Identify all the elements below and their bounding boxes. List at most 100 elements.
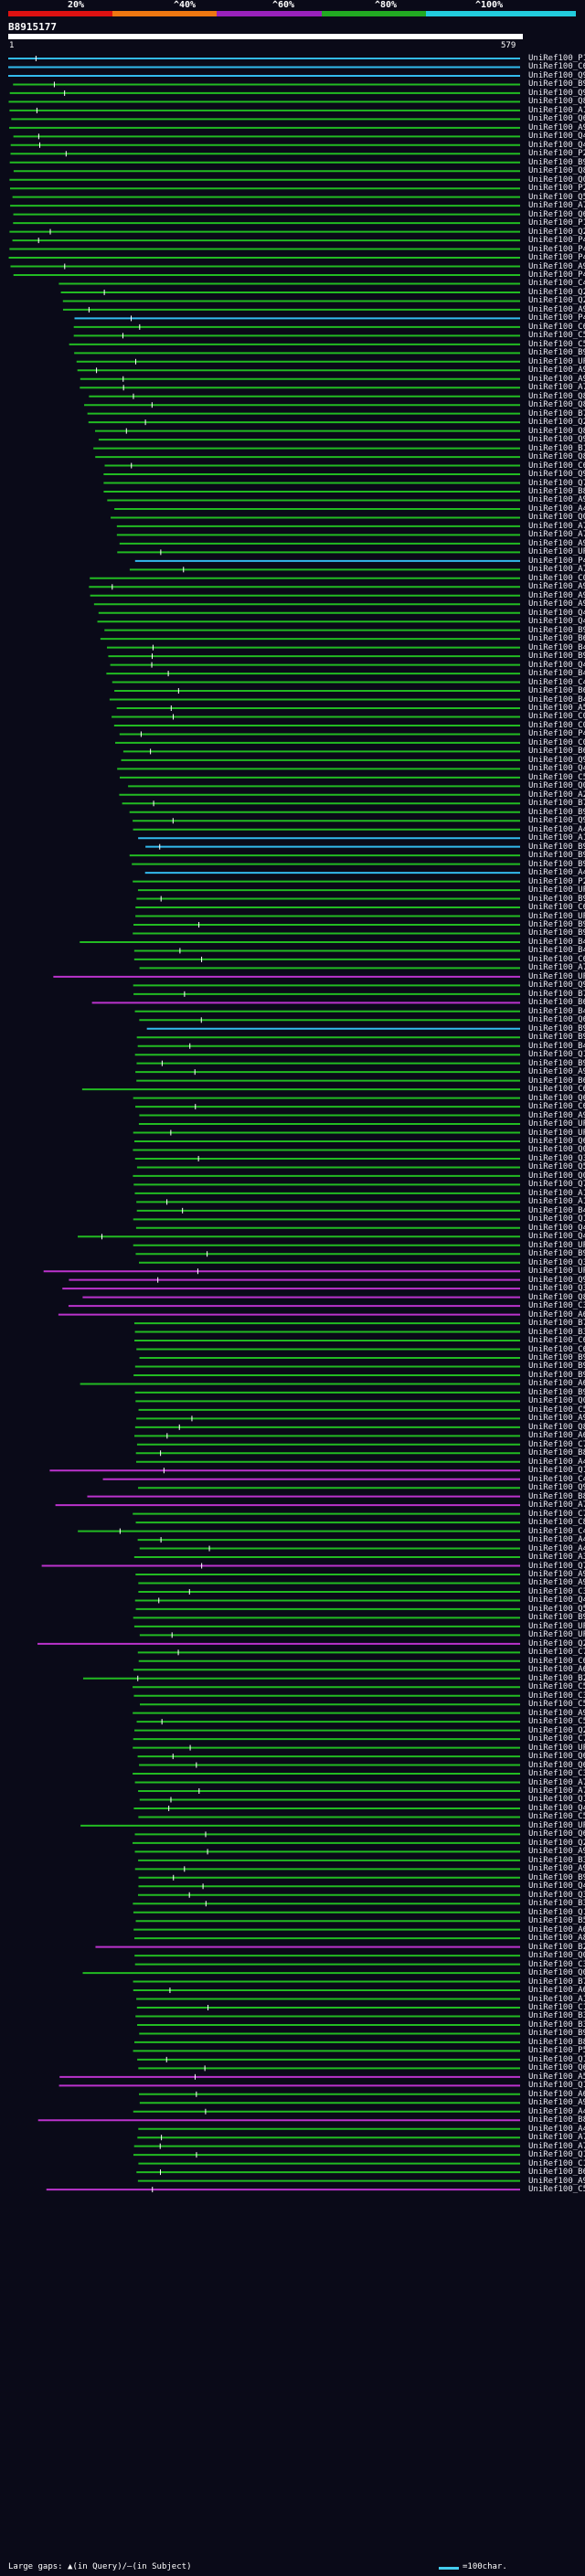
hit-label[interactable]: UniRef100_P46512 — [528, 244, 585, 254]
hit-label[interactable]: UniRef100_Q0C6P3 — [528, 1145, 585, 1155]
hit-label[interactable]: UniRef100_A7IEG7 — [528, 1500, 585, 1511]
hit-label[interactable]: UniRef100_Q0Z272 — [528, 175, 585, 185]
hit-label[interactable]: UniRef100_A9SVR7 — [528, 1570, 585, 1579]
hit-label[interactable]: UniRef100_B9L8G8 — [528, 1249, 585, 1259]
hit-label[interactable]: UniRef100_B8CQC3 — [528, 1491, 585, 1501]
hit-label[interactable]: UniRef100_A9VQU5 — [528, 1864, 585, 1874]
hit-label[interactable]: UniRef100_Q9C5T4 — [528, 755, 585, 765]
hit-label[interactable]: UniRef100_A6VLA8 — [528, 1665, 585, 1675]
hit-label[interactable]: UniRef100_Q04QM9 — [528, 1396, 585, 1406]
hit-label[interactable]: UniRef100_A7PCZ9 — [528, 565, 585, 575]
hit-label[interactable]: UniRef100_P46513 — [528, 556, 585, 566]
hit-label[interactable]: UniRef100_Q0KQV2 — [528, 1968, 585, 1978]
hit-label[interactable]: UniRef100_C6TJ46 — [528, 461, 585, 471]
hit-label[interactable]: UniRef100_B9HUN0 — [528, 894, 585, 904]
hit-label[interactable]: UniRef100_A9NNY0 — [528, 495, 585, 505]
hit-label[interactable]: UniRef100_UP1000… — [528, 1240, 585, 1250]
hit-label[interactable]: UniRef100_Q6W8I2 — [528, 1015, 585, 1025]
hit-label[interactable]: UniRef100_B9IER6 — [528, 625, 585, 635]
hit-label[interactable]: UniRef100_Q9XQB0 — [528, 70, 585, 80]
hit-label[interactable]: UniRef100_B9OHL2 — [528, 1387, 585, 1397]
hit-label[interactable]: UniRef100_C0P626 — [528, 720, 585, 730]
hit-label[interactable]: UniRef100_A4VS31 — [528, 1457, 585, 1467]
hit-label[interactable]: UniRef100_C4WSH3 — [528, 1526, 585, 1536]
hit-label[interactable]: UniRef100_C4J5Y5 — [528, 677, 585, 687]
hit-label[interactable]: UniRef100_Q1ZQZ7 — [528, 1214, 585, 1224]
hit-label[interactable]: UniRef100_Q6C1V8 — [528, 1093, 585, 1103]
hit-label[interactable]: UniRef100_A4D1D8 — [528, 1535, 585, 1545]
hit-label[interactable]: UniRef100_A6TPP6 — [528, 1986, 585, 1996]
hit-label[interactable]: UniRef100_B2S702 — [528, 1673, 585, 1683]
hit-label[interactable]: UniRef100_A2WT25 — [528, 790, 585, 800]
hit-label[interactable]: UniRef100_B9UV33 — [528, 1613, 585, 1623]
hit-label[interactable]: UniRef100_A1B0P3 — [528, 833, 585, 843]
hit-label[interactable]: UniRef100_A9FN63 — [528, 1708, 585, 1718]
hit-label[interactable]: UniRef100_Q7ZB61 — [528, 1180, 585, 1190]
hit-label[interactable]: UniRef100_C3NHR1 — [528, 1769, 585, 1779]
hit-label[interactable]: UniRef100_A7P394 — [528, 201, 585, 211]
hit-label[interactable]: UniRef100_A4J2E6 — [528, 2124, 585, 2134]
hit-label[interactable]: UniRef100_Q0QS53 — [528, 1171, 585, 1181]
hit-label[interactable]: UniRef100_B4FSZ9 — [528, 946, 585, 956]
hit-label[interactable]: UniRef100_Q8L5C8 — [528, 97, 585, 107]
hit-label[interactable]: UniRef100_UP1000… — [528, 356, 585, 366]
hit-label[interactable]: UniRef100_A4YMC2 — [528, 2106, 585, 2116]
hit-label[interactable]: UniRef100_UP1000… — [528, 547, 585, 557]
hit-label[interactable]: UniRef100_Q3DXX0 — [528, 1284, 585, 1294]
hit-label[interactable]: UniRef100_B8HCB4 — [528, 2037, 585, 2047]
hit-label[interactable]: UniRef100_Q4P7M5 — [528, 1223, 585, 1233]
hit-label[interactable]: UniRef100_B8LNL1 — [528, 487, 585, 496]
hit-label[interactable]: UniRef100_C7A388 — [528, 1648, 585, 1658]
hit-label[interactable]: UniRef100_B4G262 — [528, 694, 585, 705]
hit-label[interactable]: UniRef100_A6U3N7 — [528, 1309, 585, 1320]
hit-label[interactable]: UniRef100_A9P0C5 — [528, 590, 585, 600]
hit-label[interactable]: UniRef100_B9SHW8 — [528, 348, 585, 358]
hit-label[interactable]: UniRef100_B9RJW4 — [528, 1872, 585, 1882]
hit-label[interactable]: UniRef100_Q6W9A8 — [528, 1752, 585, 1762]
hit-label[interactable]: UniRef100_A9DN48 — [528, 1067, 585, 1077]
hit-label[interactable]: UniRef100_Q63F10 — [528, 2063, 585, 2073]
hit-label[interactable]: UniRef100_UP1000… — [528, 1743, 585, 1753]
hit-label[interactable]: UniRef100_P27140 — [528, 184, 585, 194]
hit-label[interactable]: UniRef100_C0PMK9 — [528, 573, 585, 583]
hit-label[interactable]: UniRef100_Q41089 — [528, 132, 585, 142]
hit-label[interactable]: UniRef100_B9HE53 — [528, 851, 585, 861]
hit-label[interactable]: UniRef100_Q4RQK0 — [528, 1803, 585, 1813]
hit-label[interactable]: UniRef100_P27141 — [528, 149, 585, 159]
hit-label[interactable]: UniRef100_C1G8V7 — [528, 2003, 585, 2012]
hit-label[interactable]: UniRef100_C4TC38 — [528, 279, 585, 289]
hit-label[interactable]: UniRef100_UP1000… — [528, 1128, 585, 1138]
hit-label[interactable]: UniRef100_A6V7X0 — [528, 1431, 585, 1441]
hit-label[interactable]: UniRef100_UP1000… — [528, 1267, 585, 1277]
hit-label[interactable]: UniRef100_C6Q9B8 — [528, 1344, 585, 1354]
hit-label[interactable]: UniRef100_A1Q045 — [528, 105, 585, 115]
hit-label[interactable]: UniRef100_P5WEP2 — [528, 2046, 585, 2056]
hit-label[interactable]: UniRef100_Q87UP1 — [528, 1422, 585, 1432]
hit-label[interactable]: UniRef100_Q04855 — [528, 513, 585, 523]
hit-label[interactable]: UniRef100_C5XOL5 — [528, 331, 585, 341]
hit-label[interactable]: UniRef100_Q2V377 — [528, 287, 585, 297]
hit-label[interactable]: UniRef100_C5F006 — [528, 1405, 585, 1415]
hit-label[interactable]: UniRef100_A7HNN0 — [528, 2141, 585, 2151]
hit-label[interactable]: UniRef100_P17067 — [528, 54, 585, 63]
hit-label[interactable]: UniRef100_P46511 — [528, 236, 585, 246]
hit-label[interactable]: UniRef100_A7QMW6 — [528, 383, 585, 393]
hit-label[interactable]: UniRef100_B9VER5 — [528, 1023, 585, 1034]
hit-label[interactable]: UniRef100_Q8W183 — [528, 166, 585, 176]
hit-label[interactable]: UniRef100_Q3A328 — [528, 1890, 585, 1900]
hit-label[interactable]: UniRef100_Q6R2Z3 — [528, 1137, 585, 1146]
hit-label[interactable]: UniRef100_A9PE24 — [528, 538, 585, 548]
hit-label[interactable]: UniRef100_C8PH76 — [528, 1518, 585, 1528]
hit-label[interactable]: UniRef100_P16016 — [528, 218, 585, 228]
hit-label[interactable]: UniRef100_B6TLF0 — [528, 686, 585, 696]
hit-label[interactable]: UniRef100_C6Q8S7 — [528, 1336, 585, 1346]
hit-label[interactable]: UniRef100_Q41720 — [528, 608, 585, 618]
hit-label[interactable]: UniRef100_C4WJ35 — [528, 1474, 585, 1484]
hit-label[interactable]: UniRef100_P46510 — [528, 270, 585, 280]
hit-label[interactable]: UniRef100_B6SXH7 — [528, 747, 585, 757]
hit-label[interactable]: UniRef100_B9FSC0 — [528, 1033, 585, 1043]
hit-label[interactable]: UniRef100_Q6A452 — [528, 114, 585, 124]
hit-label[interactable]: UniRef100_C7LE60 — [528, 1734, 585, 1744]
hit-label[interactable]: UniRef100_A6SL85 — [528, 1924, 585, 1935]
hit-label[interactable]: UniRef100_A9P1H2 — [528, 122, 585, 133]
